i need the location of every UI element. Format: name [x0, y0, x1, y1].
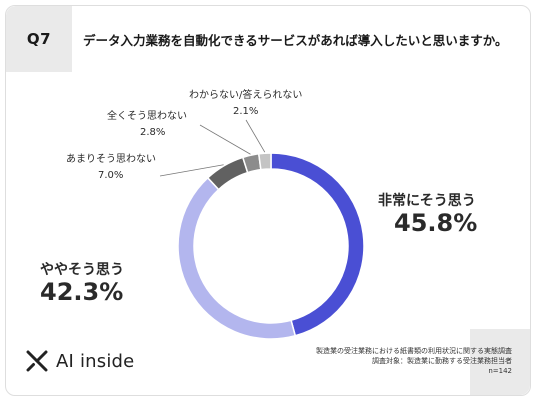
leader-line-not-really	[159, 164, 224, 177]
value-label-somewhat-agree: 42.3%	[40, 278, 124, 306]
slice-not-really	[206, 156, 249, 191]
question-number-box: Q7	[6, 6, 72, 72]
source-line-1: 製造業の受注業務における紙書類の利用状況に関する実態調査	[316, 347, 512, 355]
category-label-somewhat-agree: ややそう思う	[40, 262, 124, 278]
logo-text: AI inside	[56, 350, 135, 372]
slice-somewhat-agree	[177, 176, 297, 340]
category-label-not-really: あまりそう思わない	[66, 154, 156, 165]
leader-line-not-at-all	[199, 124, 251, 155]
slice-strongly-agree	[270, 152, 365, 337]
corner-decoration	[470, 329, 530, 395]
leader-line-dont-know	[245, 119, 266, 153]
value-label-not-really: 7.0%	[98, 170, 124, 181]
question-number: Q7	[26, 30, 52, 48]
value-label-dont-know: 2.1%	[233, 106, 259, 117]
label-strongly-agree: 非常にそう思う 45.8%	[378, 190, 477, 236]
category-label-strongly-agree: 非常にそう思う	[378, 193, 476, 209]
category-label-dont-know: わからない/答えられない	[189, 90, 303, 101]
category-label-not-at-all: 全くそう思わない	[107, 111, 187, 122]
label-somewhat-agree: ややそう思う 42.3%	[40, 259, 124, 305]
slice-dont-know	[257, 152, 272, 171]
question-text: データ入力業務を自動化できるサービスがあれば導入したいと思いますか。	[83, 33, 508, 48]
source-line-2: 調査対象：製造業に勤務する受注業務担当者	[372, 357, 512, 365]
value-label-not-at-all: 2.8%	[140, 127, 166, 138]
ai-inside-logo: AI inside	[26, 350, 134, 372]
survey-source: 製造業の受注業務における紙書類の利用状況に関する実態調査 調査対象：製造業に勤務…	[316, 346, 512, 376]
x-logo-icon	[26, 350, 48, 372]
value-label-strongly-agree: 45.8%	[394, 209, 478, 237]
source-line-3: n=142	[488, 367, 512, 375]
